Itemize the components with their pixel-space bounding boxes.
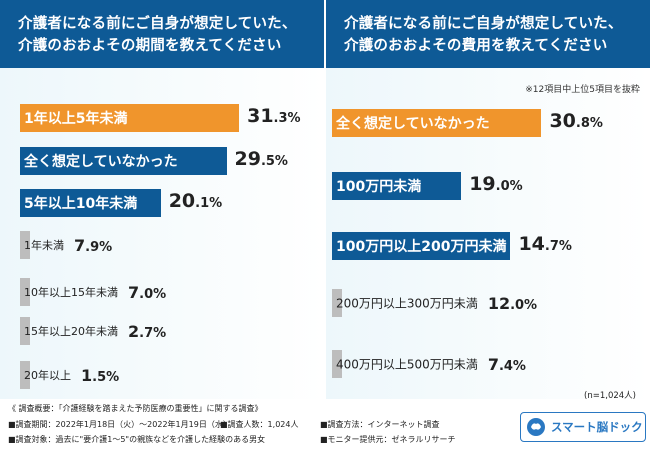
right-chart-note: ※12項目中上位5項目を抜粋 [525,85,640,95]
bar-label-period-0: 1年以上5年未満 [20,106,132,130]
bar-cost-4 [332,350,342,378]
sample-size-label: (n=1,024人) [584,391,636,401]
bar-label-period-1: 全く想定していなかった [20,149,182,173]
bar-period-5 [20,317,30,345]
pct-label-period-3: 7.9% [74,236,113,255]
brand-logo: スマート脳ドック [520,412,646,442]
pct-label-cost-3: 12.0% [487,294,538,313]
pct-label-period-0: 31.3% [247,105,301,127]
bar-label-period-3: 1年未満 [24,239,64,252]
brand-logo-text: スマート脳ドック [551,420,643,434]
left-header: 介護者になる前にご自身が想定していた、 介護のおおよその期間を教えてください [0,0,324,68]
pct-label-period-4: 7.0% [128,283,167,302]
pct-label-cost-4: 7.4% [487,355,526,374]
right-title-line2: 介護のおおよその費用を教えてください [344,38,608,54]
footer-line1: 《 調査概要：「介護経験を踏まえた予防医療の重要性」に関する調査》 [8,404,263,413]
footer-target: ■調査対象：過去に"要介護1〜5"の親族などを介護した経験のある男女 [8,435,266,444]
bar-label-cost-2: 100万円以上200万円未満 [332,234,511,258]
pct-label-cost-0: 30.8% [549,110,603,132]
pct-label-cost-2: 14.7% [518,233,572,255]
bar-label-cost-4: 400万円以上500万円未満 [336,357,478,372]
bar-label-cost-1: 100万円未満 [332,174,426,198]
bar-label-period-4: 10年以上15年未満 [24,286,118,299]
right-header: 介護者になる前にご自身が想定していた、 介護のおおよその費用を教えてください [326,0,650,68]
footer-provider: ■モニター提供元：ゼネラルリサーチ [320,435,456,444]
footer-period: ■調査期間：2022年1月18日（火）〜2022年1月19日（水） [8,420,231,429]
left-title-line2: 介護のおおよその期間を教えてください [18,38,282,54]
bar-period-6 [20,361,30,389]
pct-label-period-1: 29.5% [234,148,288,170]
bar-label-cost-0: 全く想定していなかった [332,111,494,135]
bar-period-3 [20,231,30,259]
brain-icon [527,418,545,436]
bar-period-4 [20,278,30,306]
pct-label-cost-1: 19.0% [469,173,523,195]
right-title-line1: 介護者になる前にご自身が想定していた、 [344,16,623,32]
bar-label-period-5: 15年以上20年未満 [24,325,118,338]
bar-label-cost-3: 200万円以上300万円未満 [336,296,478,311]
bar-label-period-6: 20年以上 [24,369,71,382]
left-title-line1: 介護者になる前にご自身が想定していた、 [18,16,297,32]
bar-cost-3 [332,289,342,317]
pct-label-period-2: 20.1% [168,190,223,212]
bar-label-period-2: 5年以上10年未満 [20,191,142,215]
pct-label-period-6: 1.5% [81,366,120,385]
footer-method: ■調査方法：インターネット調査 [320,420,440,429]
pct-label-period-5: 2.7% [128,322,167,341]
footer-count: ■調査人数：1,024人 [220,420,299,429]
